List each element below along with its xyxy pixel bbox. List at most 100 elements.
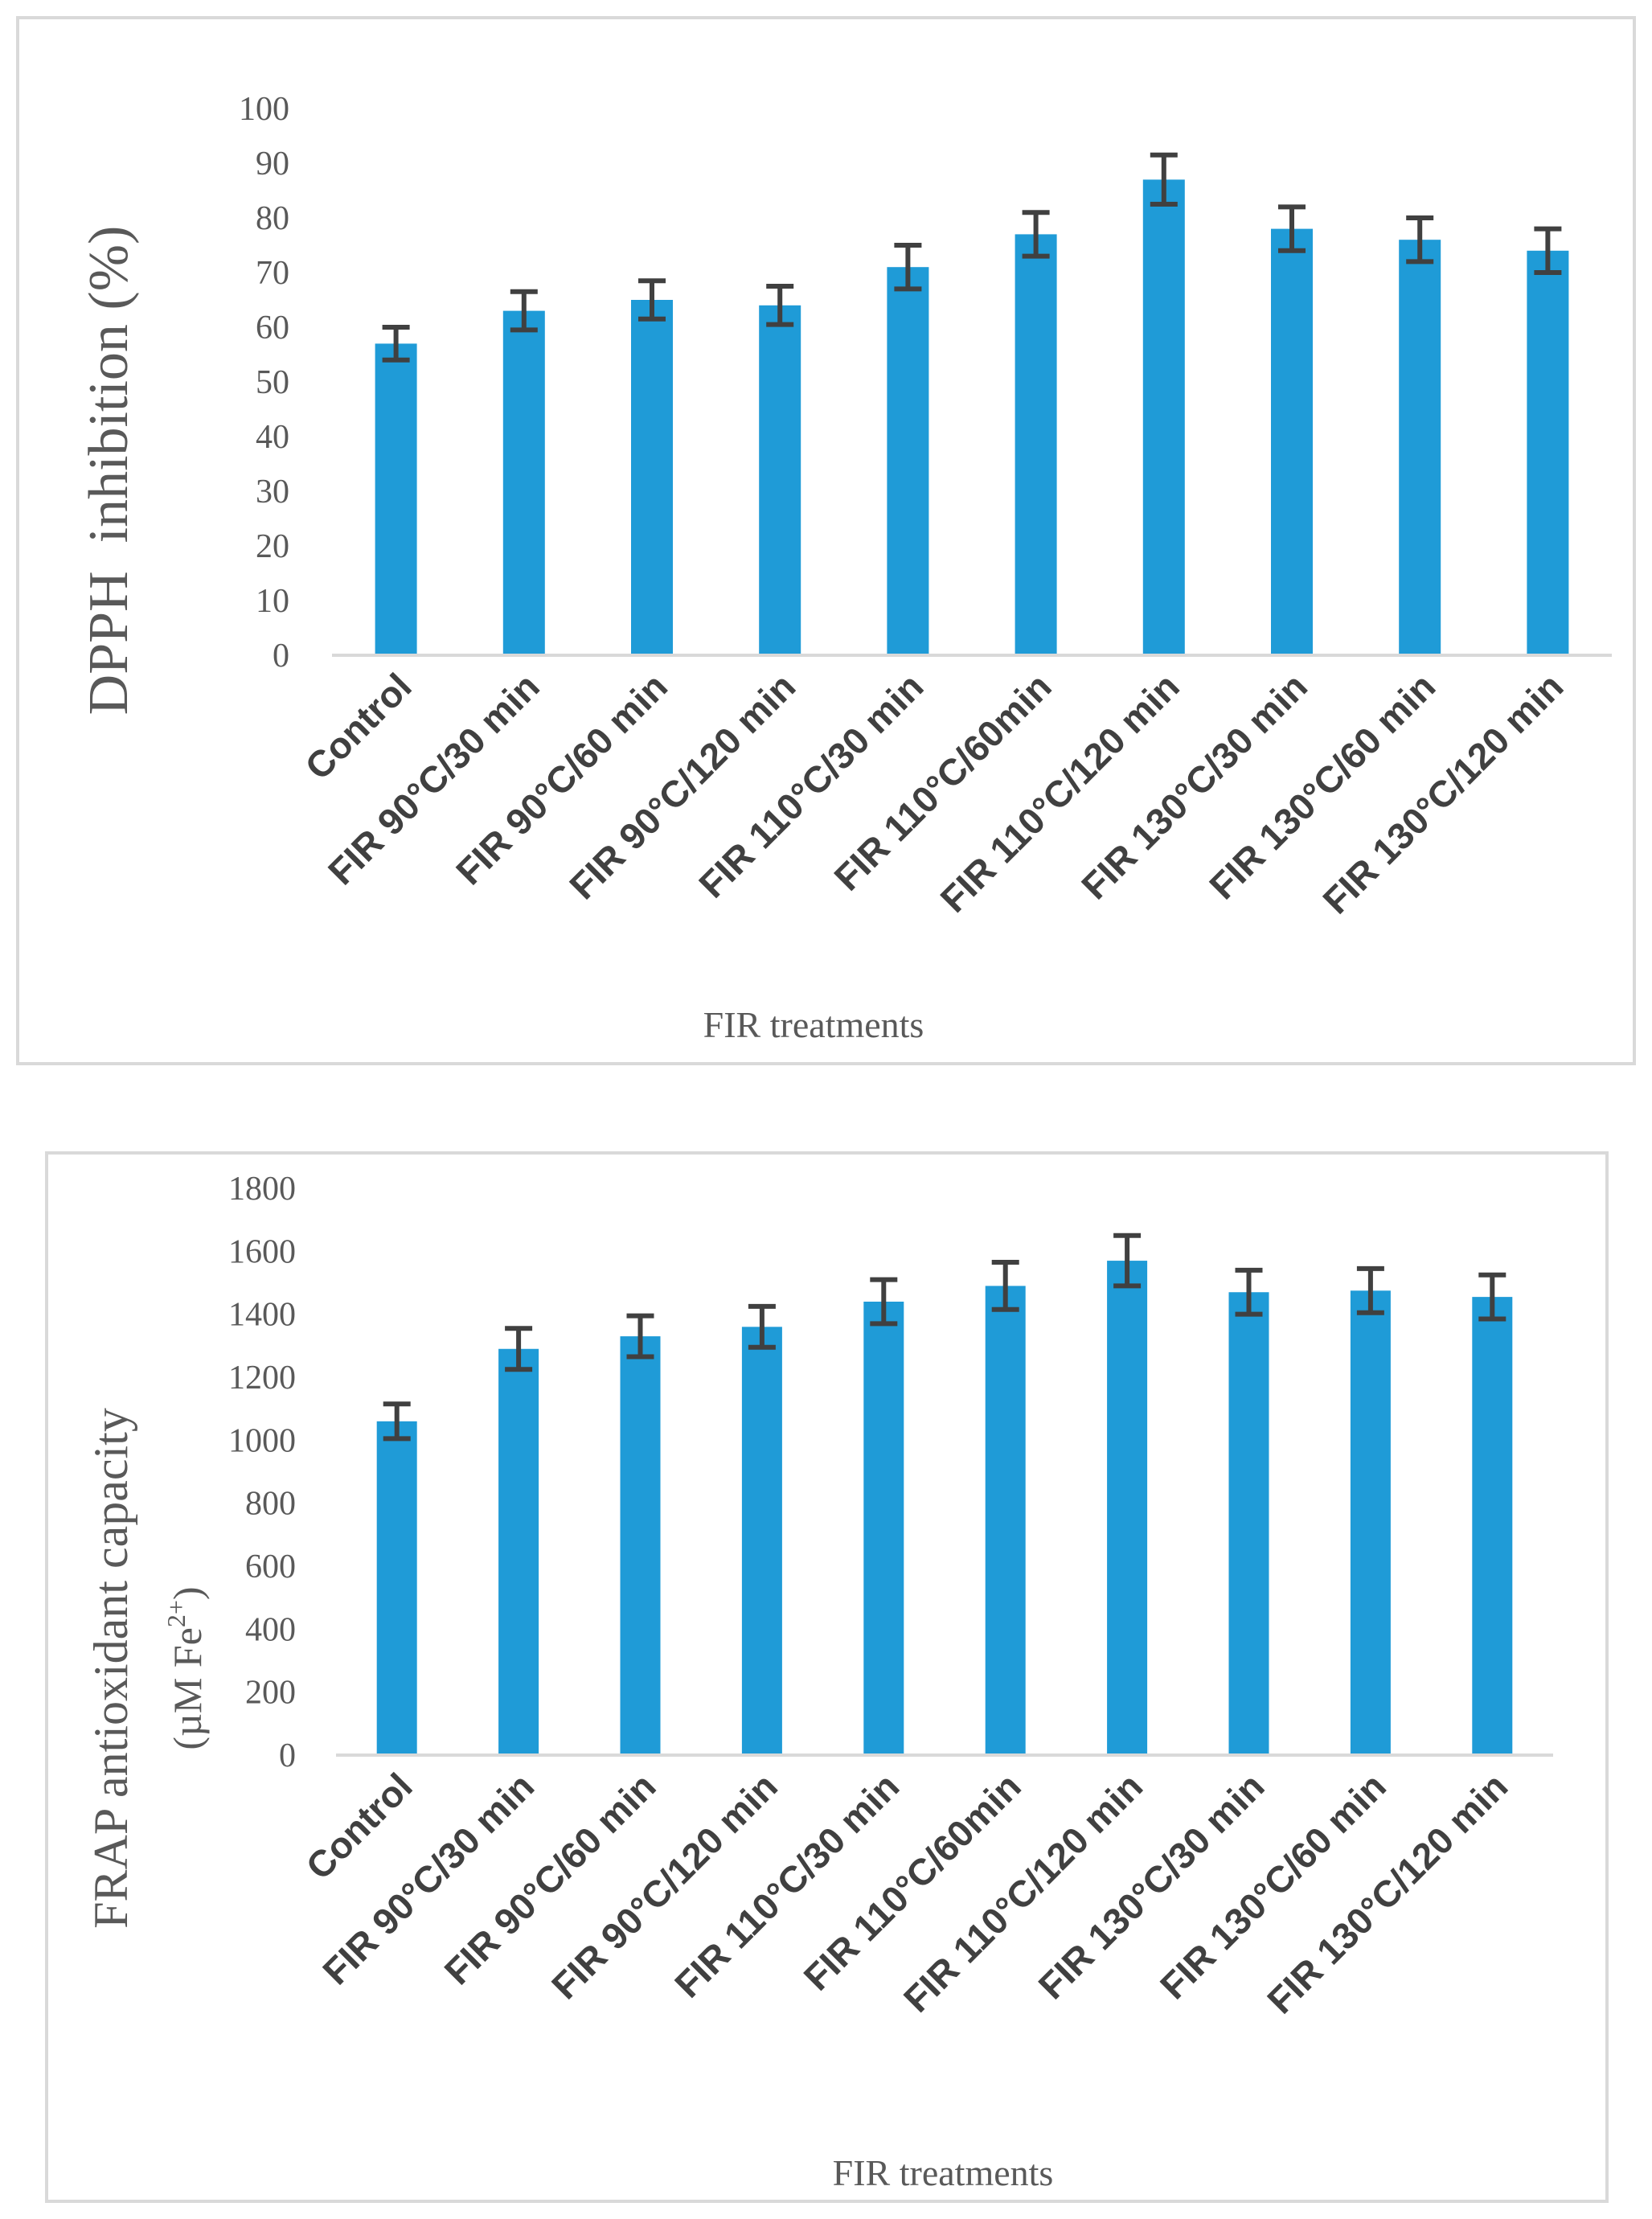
c2-error-bar — [1113, 1233, 1142, 1289]
c1-bar — [502, 310, 545, 655]
c2-category-label: FIR 110°C/120 min — [896, 1765, 1150, 2020]
c1-category-label: FIR 90°C/60 min — [448, 665, 675, 892]
c1-y-tick-label: 30 — [256, 474, 289, 511]
frap-y-axis-ticks: 0 200 400 600 800 1000 1200 1400 1600 1800 — [228, 1171, 296, 1774]
frap-chart-panel — [45, 1151, 1609, 2203]
c1-y-tick-label: 40 — [256, 419, 289, 456]
c2-bar — [741, 1327, 782, 1755]
c2-y-tick-label: 1600 — [228, 1233, 296, 1270]
c2-error-bar — [991, 1260, 1019, 1312]
c2-bar — [1472, 1297, 1513, 1755]
c1-error-bar — [382, 325, 410, 363]
c2-error-bar — [748, 1303, 776, 1350]
c2-category-label: FIR 110°C/30 min — [666, 1765, 907, 2005]
c2-bar — [1350, 1290, 1391, 1755]
c1-bar — [1271, 228, 1313, 656]
c1-bar — [887, 267, 929, 655]
c2-category-label: FIR 130°C/30 min — [1031, 1765, 1273, 2007]
c2-error-bar — [1356, 1265, 1384, 1315]
c2-error-bar — [505, 1326, 533, 1372]
c1-bar — [1015, 234, 1057, 655]
frap-unit-suffix: ) — [165, 1586, 210, 1600]
c2-y-tick-label: 800 — [245, 1486, 296, 1523]
c1-category-label: FIR 130°C/60 min — [1201, 665, 1443, 907]
c1-category-label: FIR 90°C/30 min — [320, 665, 547, 892]
c1-error-bar — [638, 278, 666, 322]
frap-unit-superscript: 2+ — [162, 1600, 191, 1627]
c1-error-bar — [1022, 210, 1050, 259]
c2-bar — [863, 1302, 904, 1755]
c2-category-label: FIR 90°C/30 min — [314, 1765, 542, 1992]
c1-error-bar — [1150, 152, 1178, 207]
c2-bar — [620, 1336, 661, 1755]
c2-error-bar — [1235, 1267, 1263, 1317]
frap-y-axis-title: FRAP antioxidant capacity — [84, 1408, 137, 1929]
c2-category-label: FIR 110°C/60min — [796, 1765, 1029, 1998]
c2-y-tick-label: 400 — [245, 1611, 296, 1648]
frap-y-axis-unit: (µM Fe2+) — [162, 1586, 210, 1749]
c2-bar — [376, 1421, 417, 1755]
c1-y-tick-label: 50 — [256, 364, 289, 401]
c1-error-bar — [510, 289, 538, 333]
c2-error-bar — [626, 1313, 654, 1360]
c1-category-label: FIR 110°C/120 min — [933, 665, 1187, 920]
c2-bar — [1107, 1261, 1148, 1755]
c1-y-tick-label: 20 — [256, 528, 289, 565]
c1-y-tick-label: 80 — [256, 200, 289, 237]
dpph-y-axis-title: DPPH inhibition (%) — [78, 226, 140, 716]
c2-error-bar — [870, 1277, 898, 1327]
c1-category-label: Control — [297, 665, 419, 787]
c1-error-bar — [766, 284, 794, 327]
c2-category-label: FIR 90°C/120 min — [543, 1765, 785, 2007]
c1-bar — [759, 305, 801, 655]
c2-category-label: FIR 130°C/120 min — [1259, 1765, 1515, 2021]
c2-y-tick-label: 1000 — [228, 1422, 296, 1459]
dpph-bars — [375, 179, 1569, 656]
dpph-chart-panel — [16, 16, 1636, 1065]
c1-error-bar — [1278, 204, 1306, 253]
c2-bar — [1228, 1292, 1269, 1755]
c2-y-tick-label: 0 — [279, 1737, 296, 1774]
c2-y-tick-label: 1200 — [228, 1360, 296, 1397]
c2-y-tick-label: 1400 — [228, 1297, 296, 1334]
c1-y-tick-label: 100 — [239, 91, 289, 128]
dpph-y-axis-ticks: 0 10 20 30 40 50 60 70 80 90 100 — [239, 91, 289, 675]
c1-y-tick-label: 0 — [273, 638, 289, 675]
c1-category-label: FIR 130°C/30 min — [1073, 665, 1315, 907]
c2-category-label: Control — [297, 1765, 420, 1887]
c1-y-tick-label: 90 — [256, 146, 289, 183]
frap-error-bars — [383, 1233, 1506, 1442]
c1-category-label: FIR 110°C/30 min — [691, 665, 931, 905]
dpph-error-bars — [382, 152, 1562, 363]
dpph-x-axis-title: FIR treatments — [703, 1004, 924, 1045]
c1-y-tick-label: 60 — [256, 310, 289, 347]
c2-y-tick-label: 600 — [245, 1548, 296, 1585]
c2-y-tick-label: 200 — [245, 1675, 296, 1712]
c1-category-label: FIR 130°C/120 min — [1314, 665, 1571, 921]
c2-error-bar — [383, 1401, 411, 1442]
c1-bar — [1142, 179, 1185, 655]
c1-y-tick-label: 10 — [256, 583, 289, 620]
c1-error-bar — [894, 243, 922, 292]
c1-y-tick-label: 70 — [256, 255, 289, 292]
c1-category-label: FIR 110°C/60min — [826, 665, 1059, 898]
c2-category-label: FIR 90°C/60 min — [437, 1765, 664, 1992]
c2-y-tick-label: 1800 — [228, 1171, 296, 1208]
c2-bar — [985, 1286, 1026, 1755]
c1-bar — [1399, 240, 1441, 655]
c2-category-label: FIR 130°C/60 min — [1152, 1765, 1394, 2007]
frap-bars — [376, 1261, 1513, 1755]
c1-bar — [375, 343, 417, 655]
c2-bar — [498, 1348, 539, 1755]
c1-bar — [1527, 250, 1569, 655]
c1-error-bar — [1406, 215, 1434, 265]
frap-x-axis-title: FIR treatments — [833, 2152, 1054, 2193]
c1-bar — [631, 300, 673, 655]
c1-category-label: FIR 90°C/120 min — [561, 665, 803, 907]
c1-error-bar — [1534, 226, 1562, 275]
c2-error-bar — [1478, 1272, 1506, 1322]
frap-unit-prefix: (µM Fe — [165, 1627, 210, 1749]
